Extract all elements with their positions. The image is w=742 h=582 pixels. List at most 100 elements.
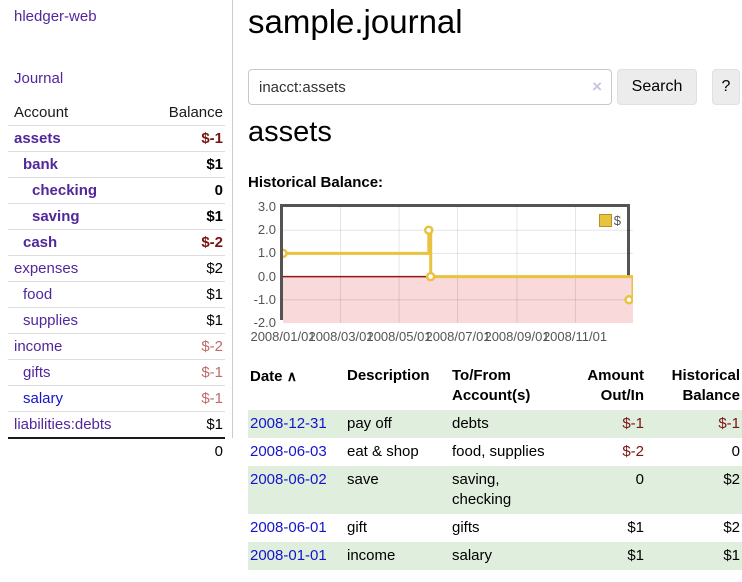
account-link-salary[interactable]: salary: [23, 390, 64, 407]
y-axis-tick-label: 1.0: [257, 245, 276, 260]
search-input[interactable]: [248, 69, 612, 105]
search-form: × Search ?: [240, 69, 742, 105]
search-button[interactable]: Search: [617, 69, 697, 105]
chart-legend: $: [596, 212, 623, 229]
account-heading: assets: [248, 116, 332, 148]
x-axis-tick-label: 2008/09/01: [484, 329, 550, 344]
account-row: gifts $-1: [8, 359, 225, 386]
accounts-table-header-row: Account Balance: [8, 101, 225, 126]
account-row: saving $1: [8, 203, 225, 230]
transaction-balance: $2: [723, 471, 740, 488]
amount-column-header: Amount Out/In: [587, 367, 644, 404]
total-spacer: [8, 437, 145, 464]
help-button[interactable]: ?: [712, 69, 740, 105]
search-box: ×: [248, 69, 612, 105]
transaction-balance: $1: [723, 547, 740, 564]
transaction-date-link[interactable]: 2008-06-03: [250, 443, 327, 460]
account-link-assets[interactable]: assets: [14, 130, 61, 147]
account-link-income[interactable]: income: [14, 338, 63, 355]
transaction-accounts: saving, checking: [452, 471, 512, 508]
accounts-column-header: To/From Account(s): [452, 367, 531, 404]
account-balance: $2: [144, 255, 225, 282]
account-row: assets $-1: [8, 125, 225, 152]
app-title-link[interactable]: hledger-web: [14, 8, 97, 25]
y-axis-tick-label: 0.0: [257, 269, 276, 284]
y-axis-tick-label: 3.0: [257, 199, 276, 214]
transaction-amount: 0: [635, 471, 644, 488]
account-row: cash $-2: [8, 229, 225, 256]
sidebar-item-journal[interactable]: Journal: [14, 70, 64, 87]
balance-chart-svg: [278, 207, 635, 323]
account-row: bank $1: [8, 151, 225, 178]
register-table: Date ∧ Description To/From Account(s) Am…: [248, 362, 742, 570]
y-axis-tick-label: -1.0: [253, 292, 276, 307]
transaction-accounts: gifts: [452, 519, 480, 536]
legend-swatch-icon: [598, 214, 612, 227]
transaction-description: save: [347, 471, 379, 488]
clear-search-icon[interactable]: ×: [592, 77, 602, 96]
transaction-accounts: food, supplies: [452, 443, 545, 460]
account-row: checking 0: [8, 177, 225, 204]
transaction-amount: $1: [627, 547, 644, 564]
main-content: sample.journal × Search ? assets Histori…: [240, 0, 742, 582]
account-balance: $-2: [144, 229, 225, 256]
x-axis-tick-label: 2008/05/01: [366, 329, 432, 344]
transaction-amount: $1: [627, 519, 644, 536]
account-balance: $-1: [144, 385, 225, 412]
transaction-accounts: debts: [452, 415, 489, 432]
account-balance: $-2: [144, 333, 225, 360]
accounts-total-value: 0: [144, 437, 225, 464]
register-row: 2008-12-31 pay off debts $-1 $-1: [248, 410, 742, 438]
account-balance: $-1: [144, 125, 225, 152]
transaction-description: gift: [347, 519, 368, 536]
data-point-marker: [425, 271, 436, 282]
account-link-bank[interactable]: bank: [23, 156, 59, 173]
transaction-accounts: salary: [452, 547, 493, 564]
x-axis-tick-label: 2008/03/01: [308, 329, 374, 344]
transaction-balance: $-1: [718, 415, 740, 432]
account-balance: $1: [144, 411, 225, 438]
register-row: 2008-06-02 save saving, checking 0 $2: [248, 466, 742, 514]
account-row: supplies $1: [8, 307, 225, 334]
transaction-description: pay off: [347, 415, 392, 432]
account-column-header: Account: [14, 104, 69, 121]
account-row: food $1: [8, 281, 225, 308]
register-row: 2008-06-03 eat & shop food, supplies $-2 0: [248, 438, 742, 466]
data-point-marker: [278, 248, 288, 259]
transaction-date-link[interactable]: 2008-06-02: [250, 471, 327, 488]
sort-ascending-icon: ∧: [286, 368, 297, 384]
sidebar: hledger-web Journal Account Balance asse…: [0, 0, 233, 464]
transaction-date-link[interactable]: 2008-12-31: [250, 415, 327, 432]
transaction-amount: $-1: [622, 415, 644, 432]
negative-region: [283, 276, 633, 323]
x-axis-tick-label: 2008/01/01: [250, 329, 316, 344]
account-row: liabilities:debts $1: [8, 411, 225, 438]
y-axis-tick-label: 2.0: [257, 222, 276, 237]
account-link-checking[interactable]: checking: [32, 182, 98, 199]
data-point-marker: [624, 295, 634, 305]
account-balance: $1: [144, 203, 225, 230]
account-link-gifts[interactable]: gifts: [23, 364, 51, 381]
x-axis-tick-label: 2008/11/01: [542, 329, 608, 344]
transaction-balance: 0: [731, 443, 740, 460]
page-title: sample.journal: [248, 3, 463, 40]
balance-chart: 3.0 2.0 1.0 0.0 -1.0 -2.0 $ 2008/01/01 2008/03…: [240, 198, 742, 348]
account-link-liabilities-debts[interactable]: liabilities:debts: [14, 416, 112, 433]
account-row: salary $-1: [8, 385, 225, 412]
account-row: expenses $2: [8, 255, 225, 282]
account-link-expenses[interactable]: expenses: [14, 260, 79, 277]
accounts-total-row: 0: [8, 437, 225, 464]
balance-column-header-main: Historical Balance: [671, 367, 740, 404]
account-balance: $-1: [144, 359, 225, 386]
transaction-amount: $-2: [622, 443, 644, 460]
account-link-cash[interactable]: cash: [23, 234, 58, 251]
transaction-description: income: [347, 547, 396, 564]
account-link-food[interactable]: food: [23, 286, 53, 303]
account-link-saving[interactable]: saving: [32, 208, 80, 225]
account-balance: $1: [144, 307, 225, 334]
accounts-table: Account Balance assets $-1 bank $1 checking 0…: [8, 101, 225, 464]
transaction-date-link[interactable]: 2008-01-01: [250, 547, 327, 564]
transaction-date-link[interactable]: 2008-06-01: [250, 519, 327, 536]
balance-column-header: Balance: [168, 104, 223, 121]
account-link-supplies[interactable]: supplies: [23, 312, 79, 329]
